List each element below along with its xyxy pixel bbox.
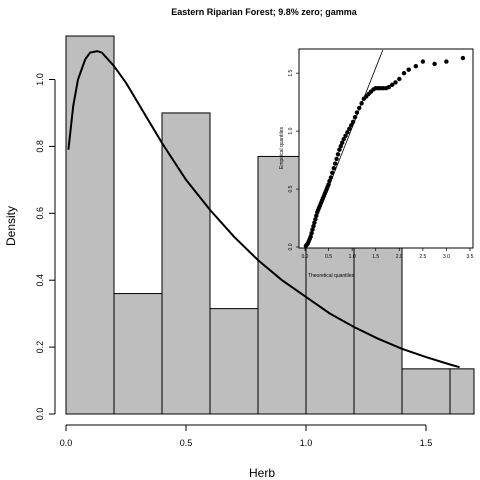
histogram-bar-2 xyxy=(161,112,211,415)
qq-point-7 xyxy=(310,227,315,232)
qq-point-32 xyxy=(337,147,342,152)
qq-point-11 xyxy=(314,213,319,218)
qq-point-58 xyxy=(397,76,402,82)
qq-x-tick-label-6: 3.0 xyxy=(443,254,450,260)
y-tick-label-3: 0.6 xyxy=(35,207,45,220)
y-tick-label-5: 1.0 xyxy=(35,73,45,86)
y-axis: 0.0 0.2 0.4 0.6 0.8 1.0 xyxy=(35,73,56,421)
qq-point-60 xyxy=(406,67,411,72)
qq-point-59 xyxy=(401,71,407,76)
qq-y-axis-label: Empirical quantiles xyxy=(279,127,285,169)
qq-x-tick-label-0: 0.0 xyxy=(302,254,309,260)
qq-x-tick-label-2: 1.0 xyxy=(349,254,356,260)
qq-point-29 xyxy=(333,161,338,166)
qq-x-tick-label-5: 2.5 xyxy=(419,254,426,260)
qq-y-tick-label-1: 0.5 xyxy=(288,185,294,192)
qq-point-40 xyxy=(350,119,356,125)
qq-x-tick-label-7: 3.5 xyxy=(467,254,474,260)
qq-point-64 xyxy=(444,59,449,64)
qq-point-34 xyxy=(340,140,345,145)
y-tick-label-2: 0.4 xyxy=(35,274,45,287)
qq-point-63 xyxy=(432,61,437,67)
qq-point-43 xyxy=(357,105,362,111)
chart-title: Eastern Riparian Forest; 9.8% zero; gamm… xyxy=(171,7,358,17)
y-tick-label-4: 0.8 xyxy=(35,140,45,153)
qq-point-39 xyxy=(349,123,354,128)
x-axis-label: Herb xyxy=(249,466,275,480)
qq-point-33 xyxy=(338,144,343,149)
qq-point-10 xyxy=(313,217,318,222)
histogram-bar-8 xyxy=(449,368,475,415)
qq-point-61 xyxy=(413,63,418,69)
qq-inset: 0.0 0.5 1.0 1.5 2.0 2.5 3.0 3.5 0.0 0.5 1.0 1.5 Th… xyxy=(279,48,474,279)
qq-point-26 xyxy=(328,175,334,180)
qq-point-62 xyxy=(420,59,426,64)
x-axis: 0.0 0.5 1.0 1.5 xyxy=(60,424,433,448)
qq-x-tick-label-1: 0.5 xyxy=(325,254,332,260)
x-tick-label-2: 1.0 xyxy=(300,438,313,448)
qq-point-9 xyxy=(312,220,317,225)
qq-y-tick-label-0: 0.0 xyxy=(288,243,294,250)
qq-point-30 xyxy=(334,156,339,162)
histogram-bar-1 xyxy=(113,293,163,415)
qq-point-65 xyxy=(460,55,466,61)
qq-y-tick-label-3: 1.5 xyxy=(288,69,294,76)
qq-y-axis: 0.0 0.5 1.0 1.5 xyxy=(288,69,299,250)
qq-y-tick-label-2: 1.0 xyxy=(288,127,294,134)
qq-point-41 xyxy=(352,115,358,120)
qq-point-44 xyxy=(359,101,364,106)
qq-point-36 xyxy=(343,133,348,138)
y-tick-label-0: 0.0 xyxy=(35,408,45,421)
qq-point-56 xyxy=(390,82,395,88)
x-tick-label-3: 1.5 xyxy=(420,438,433,448)
y-axis-label: Density xyxy=(4,206,18,246)
histogram-bar-7 xyxy=(401,368,451,415)
histogram-bars xyxy=(65,35,475,415)
qq-points xyxy=(303,55,466,248)
qq-point-27 xyxy=(330,170,335,175)
density-curve xyxy=(67,50,460,369)
qq-point-31 xyxy=(335,152,341,157)
y-tick-label-1: 0.2 xyxy=(35,341,45,354)
qq-point-25 xyxy=(327,178,332,184)
x-tick-label-1: 0.5 xyxy=(180,438,193,448)
qq-point-57 xyxy=(393,80,398,85)
x-tick-label-0: 0.0 xyxy=(60,438,73,448)
qq-plot-frame xyxy=(298,48,474,249)
histogram-bar-5 xyxy=(305,217,355,415)
qq-point-35 xyxy=(341,137,346,142)
qq-point-6 xyxy=(309,230,314,236)
qq-point-8 xyxy=(311,223,316,229)
histogram-bar-0 xyxy=(65,35,115,415)
qq-point-37 xyxy=(345,130,350,135)
qq-point-55 xyxy=(386,84,392,90)
qq-point-24 xyxy=(326,182,331,187)
qq-x-axis: 0.0 0.5 1.0 1.5 2.0 2.5 3.0 3.5 xyxy=(302,248,474,260)
qq-point-42 xyxy=(354,110,360,115)
histogram-bar-4 xyxy=(257,155,307,415)
qq-x-axis-label: Theoretical quantiles xyxy=(308,273,355,279)
qq-x-tick-label-4: 2.0 xyxy=(396,254,403,260)
qq-point-38 xyxy=(347,126,352,131)
qq-point-5 xyxy=(308,234,313,239)
qq-x-tick-label-3: 1.5 xyxy=(372,254,379,260)
qq-point-28 xyxy=(331,166,336,171)
histogram-bar-3 xyxy=(209,308,259,415)
